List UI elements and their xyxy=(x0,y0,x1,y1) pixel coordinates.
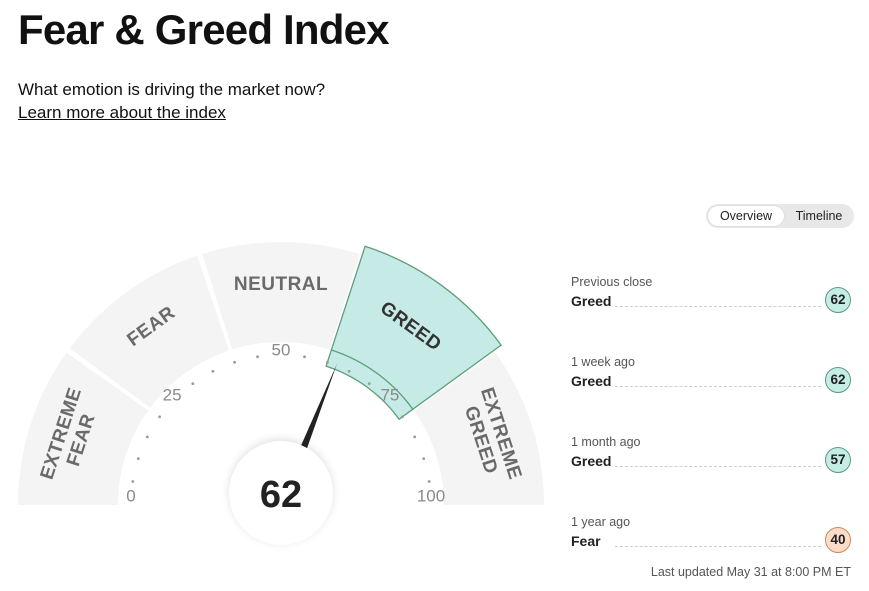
history-rating: Greed xyxy=(571,453,612,469)
history-value-badge: 57 xyxy=(825,447,851,473)
scale-dot xyxy=(427,480,431,483)
last-updated: Last updated May 31 at 8:00 PM ET xyxy=(650,565,851,579)
scale-label-0: 0 xyxy=(126,486,135,505)
tab-timeline[interactable]: Timeline xyxy=(795,209,843,223)
scale-dot xyxy=(367,382,371,385)
scale-dot xyxy=(191,382,195,385)
history-label: 1 week ago xyxy=(571,355,635,369)
scale-dot xyxy=(145,435,149,439)
gauge-value: 62 xyxy=(260,474,302,516)
gauge-hub xyxy=(229,441,333,545)
history-1-month-ago: 1 month ago Greed 57 xyxy=(571,435,851,505)
history-label: Previous close xyxy=(571,275,653,289)
history-rating: Fear xyxy=(571,533,601,549)
history-1-week-ago: 1 week ago Greed 62 xyxy=(571,355,851,425)
dotted-leader xyxy=(615,386,821,387)
dotted-leader xyxy=(615,466,821,467)
scale-dot xyxy=(401,415,404,419)
learn-more-link[interactable]: Learn more about the index xyxy=(18,103,226,122)
dotted-leader xyxy=(615,306,821,307)
history-rating: Greed xyxy=(571,373,612,389)
history-label: 1 year ago xyxy=(571,515,631,529)
scale-label-100: 100 xyxy=(417,486,445,505)
scale-dot xyxy=(422,457,426,460)
history-rating: Greed xyxy=(571,293,612,309)
segment-label-neutral: NEUTRAL xyxy=(234,274,328,295)
history-value-badge: 62 xyxy=(825,287,851,313)
history-value-badge: 62 xyxy=(825,367,851,393)
gauge-needle xyxy=(229,363,337,545)
fear-greed-gauge: 0 25 50 75 100 EXTREMEFEARFEARNEUTRALGRE… xyxy=(17,241,545,545)
gauge-segments xyxy=(17,241,545,505)
scale-label-75: 75 xyxy=(380,386,399,405)
scale-dot xyxy=(211,369,215,373)
gauge-scale-dots xyxy=(131,355,431,483)
view-toggle: Overview Timeline xyxy=(706,204,854,228)
scale-dot xyxy=(347,369,351,373)
history-1-year-ago: 1 year ago Fear 40 xyxy=(571,515,851,585)
scale-dot xyxy=(326,360,329,364)
scale-dot xyxy=(158,415,162,419)
scale-dot xyxy=(303,355,306,359)
tab-overview[interactable]: Overview xyxy=(708,206,784,226)
page-title: Fear & Greed Index xyxy=(18,6,390,53)
history-previous-close: Previous close Greed 62 xyxy=(571,275,851,345)
scale-label-50: 50 xyxy=(272,340,291,359)
gauge-scale-labels: 0 25 50 75 100 xyxy=(126,340,445,505)
scale-dot xyxy=(256,355,259,359)
scale-dot xyxy=(136,457,140,460)
segment-label-line: NEUTRAL xyxy=(234,274,328,295)
scale-dot xyxy=(233,360,237,364)
subtitle: What emotion is driving the market now? xyxy=(18,80,326,99)
scale-dot xyxy=(131,480,135,483)
history-label: 1 month ago xyxy=(571,435,641,449)
scale-dot xyxy=(413,435,417,439)
dotted-leader xyxy=(615,546,821,547)
history-value-badge: 40 xyxy=(825,527,851,553)
scale-label-25: 25 xyxy=(163,386,182,405)
